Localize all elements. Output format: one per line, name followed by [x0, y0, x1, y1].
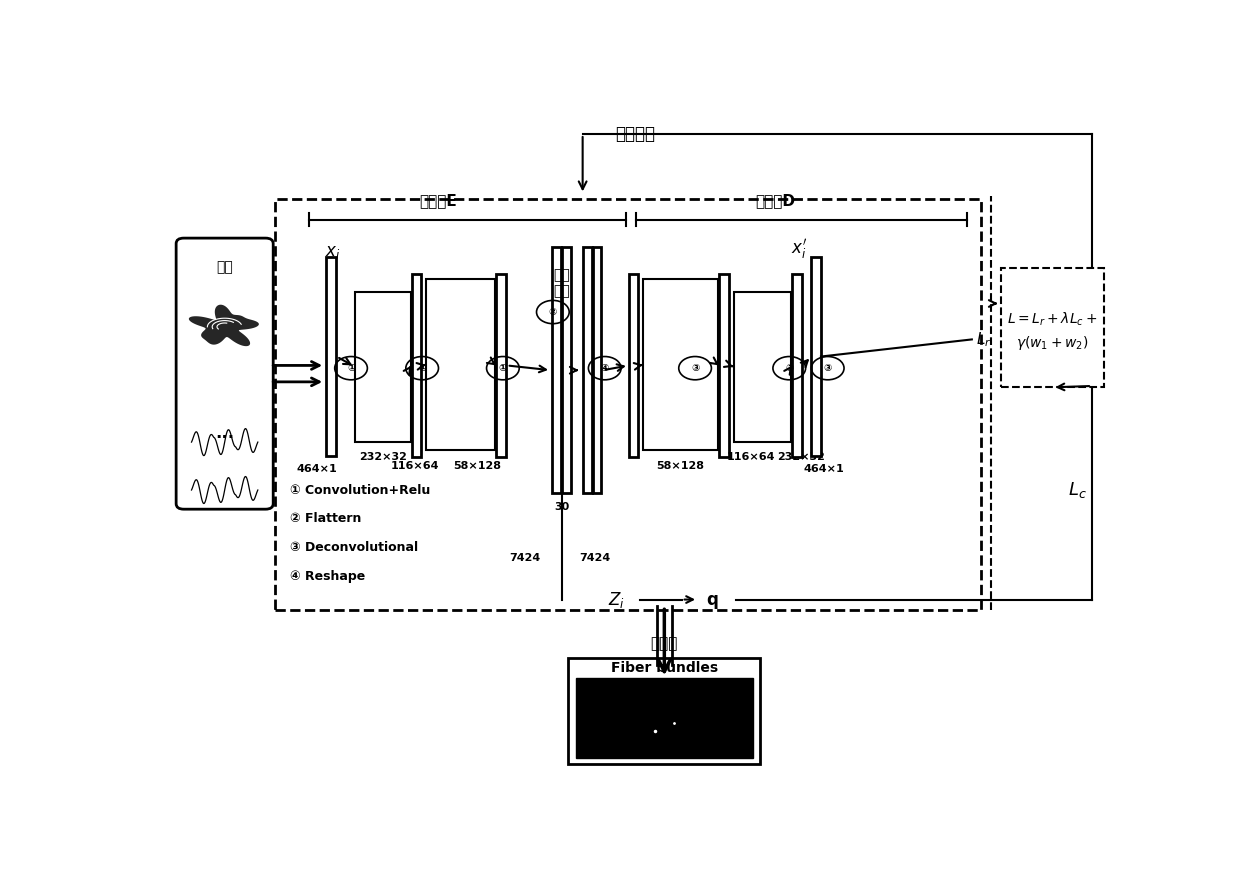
Text: ② Flattern: ② Flattern — [290, 512, 361, 525]
FancyBboxPatch shape — [176, 238, 273, 509]
Text: 464×1: 464×1 — [804, 464, 844, 474]
Text: 58×128: 58×128 — [657, 461, 704, 470]
Text: 网络更新: 网络更新 — [615, 125, 656, 143]
Text: ①: ① — [418, 364, 427, 373]
Text: 潜在
特征: 潜在 特征 — [553, 268, 570, 299]
Bar — [792, 274, 802, 457]
Bar — [568, 658, 760, 764]
Text: Fiber bundles: Fiber bundles — [611, 661, 718, 675]
Bar — [734, 292, 791, 442]
Text: ①: ① — [347, 364, 355, 373]
Text: ③: ③ — [785, 364, 794, 373]
Text: ④: ④ — [600, 364, 609, 373]
Text: ③: ③ — [823, 364, 832, 373]
Bar — [593, 247, 601, 493]
Bar — [427, 279, 495, 451]
Text: $\gamma(w_1+w_2)$: $\gamma(w_1+w_2)$ — [1017, 333, 1089, 351]
Bar — [629, 274, 639, 457]
Text: q: q — [707, 590, 718, 609]
Text: 7424: 7424 — [579, 553, 611, 563]
Text: ②: ② — [549, 307, 557, 317]
Bar — [583, 247, 591, 493]
Text: ④ Reshape: ④ Reshape — [290, 570, 365, 583]
Text: ③ Deconvolutional: ③ Deconvolutional — [290, 541, 418, 554]
Text: 58×128: 58×128 — [453, 461, 501, 470]
Text: $x_i'$: $x_i'$ — [791, 236, 807, 260]
Text: $L_r$: $L_r$ — [976, 330, 991, 348]
Text: ③: ③ — [691, 364, 699, 373]
Bar — [562, 247, 570, 493]
Text: 输入: 输入 — [216, 260, 233, 275]
Text: $L_c$: $L_c$ — [1068, 480, 1087, 500]
Text: 232×32: 232×32 — [358, 453, 407, 462]
Text: $Z_i$: $Z_i$ — [608, 589, 625, 610]
Text: 7424: 7424 — [510, 553, 541, 563]
Text: $L=L_r+\lambda L_c+$: $L=L_r+\lambda L_c+$ — [1007, 310, 1097, 328]
Bar — [326, 257, 336, 456]
Text: 464×1: 464×1 — [296, 464, 337, 474]
Text: ① Convolution+Relu: ① Convolution+Relu — [290, 484, 430, 497]
Bar — [496, 274, 506, 457]
Text: $x_i$: $x_i$ — [325, 243, 341, 260]
Bar — [1001, 268, 1105, 388]
Text: 116×64: 116×64 — [727, 453, 775, 462]
Bar — [719, 274, 729, 457]
Bar — [275, 199, 982, 610]
Bar — [355, 292, 410, 442]
Polygon shape — [188, 305, 259, 346]
Bar — [811, 257, 821, 456]
Text: 编码器E: 编码器E — [419, 193, 458, 208]
Text: ...: ... — [215, 424, 234, 443]
Text: ①: ① — [498, 364, 507, 373]
Text: 聚类层: 聚类层 — [651, 637, 678, 652]
Text: 解码器D: 解码器D — [755, 193, 795, 208]
Bar — [644, 279, 718, 451]
Text: 116×64: 116×64 — [391, 461, 439, 470]
Bar — [575, 678, 753, 758]
Bar — [412, 274, 422, 457]
Text: 232×32: 232×32 — [776, 453, 825, 462]
Text: 30: 30 — [554, 501, 569, 512]
Bar — [552, 247, 560, 493]
